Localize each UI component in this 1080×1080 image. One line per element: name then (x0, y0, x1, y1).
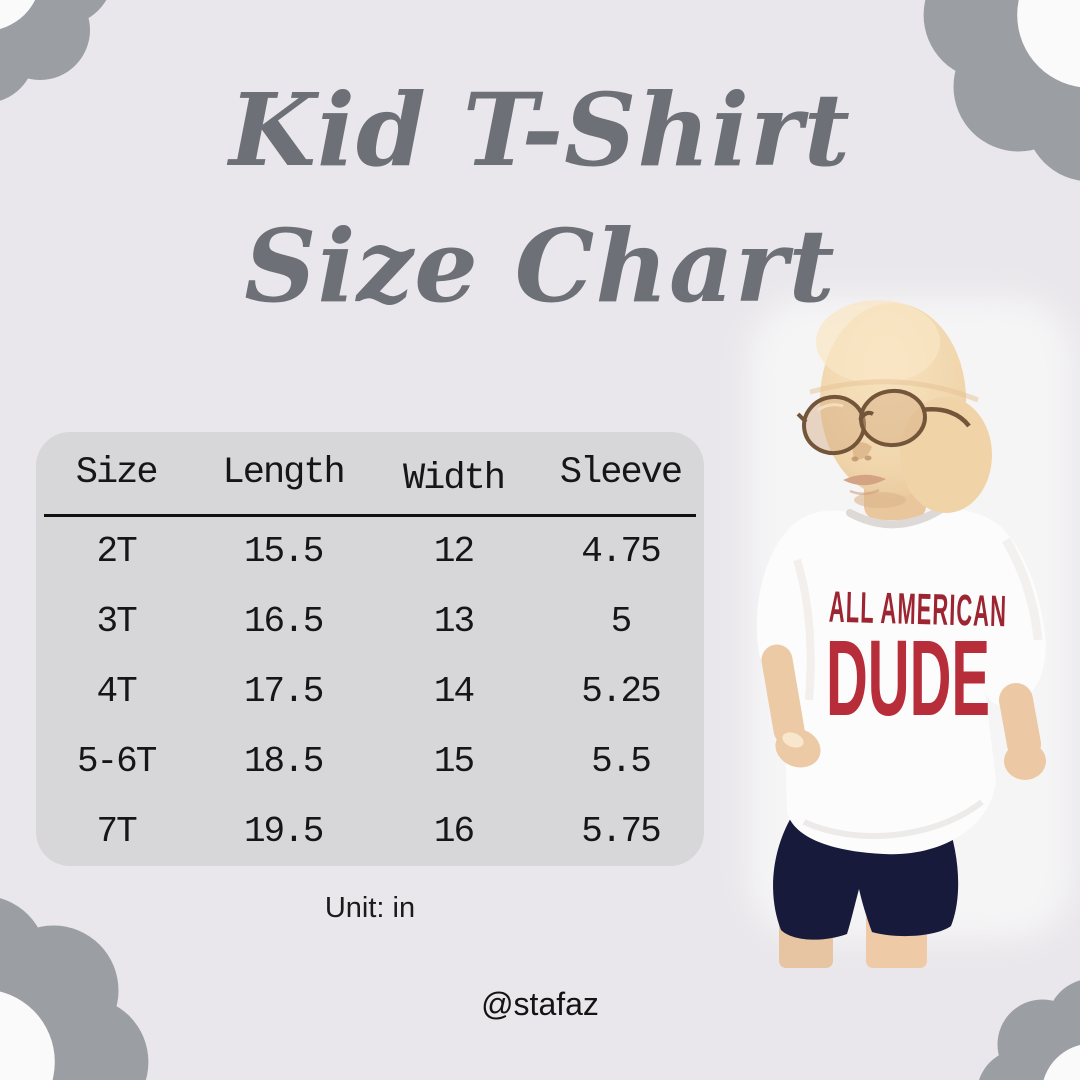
size-cell: 4T (96, 670, 138, 712)
width-cell: 12 (433, 531, 475, 573)
title-line-1: Kid T-Shirt (229, 71, 851, 189)
length-cell: 18.5 (243, 740, 324, 782)
sleeve-cell: 5.75 (581, 810, 661, 852)
length-cell: 19.5 (243, 810, 324, 852)
column-header-size: Size (75, 452, 159, 494)
shirt-text-line1: ALL AMERICAN (828, 583, 1007, 637)
arms (761, 644, 1046, 780)
sleeve-cell: 4.75 (581, 531, 661, 573)
shirt-text-line2: DUDE (826, 617, 990, 738)
shop-handle: @stafaz (481, 986, 599, 1022)
length-cell: 16.5 (243, 601, 324, 643)
title-line-2: Size Chart (244, 207, 836, 325)
size-cell: 3T (96, 601, 138, 643)
width-cell: 13 (433, 601, 475, 643)
header-divider (44, 514, 696, 517)
table-header-row: Size Length Width Sleeve (36, 432, 704, 514)
sleeve-cell: 5.25 (581, 670, 661, 712)
t-shirt (756, 506, 1046, 855)
column-header-length: Length (222, 452, 346, 494)
size-chart-panel: Size Length Width Sleeve 2T 15.5 12 4.75… (36, 432, 704, 866)
column-header-width: Width (402, 458, 506, 500)
collar (846, 506, 944, 529)
length-cell: 15.5 (243, 531, 324, 573)
table-row: 2T 15.5 12 4.75 (36, 517, 704, 587)
width-cell: 14 (433, 670, 475, 712)
column-header-sleeve: Sleeve (559, 452, 683, 494)
sunglasses-icon (796, 388, 971, 456)
sleeve-cell: 5 (610, 601, 633, 643)
table-row: 5-6T 18.5 15 5.5 (36, 726, 704, 796)
table-row: 3T 16.5 13 5 (36, 587, 704, 657)
unit-label: Unit: in (324, 892, 416, 924)
length-cell: 17.5 (243, 670, 324, 712)
size-cell: 2T (96, 531, 138, 573)
page-title: Kid T-Shirt Size Chart (0, 62, 1080, 334)
table-row: 4T 17.5 14 5.25 (36, 657, 704, 727)
size-cell: 7T (96, 810, 138, 852)
table-row: 7T 19.5 16 5.75 (36, 796, 704, 866)
sleeve-cell: 5.5 (591, 740, 652, 782)
width-cell: 15 (433, 740, 475, 782)
size-cell: 5-6T (76, 740, 157, 782)
nose (852, 442, 872, 460)
mouth (843, 474, 886, 486)
width-cell: 16 (433, 810, 475, 852)
